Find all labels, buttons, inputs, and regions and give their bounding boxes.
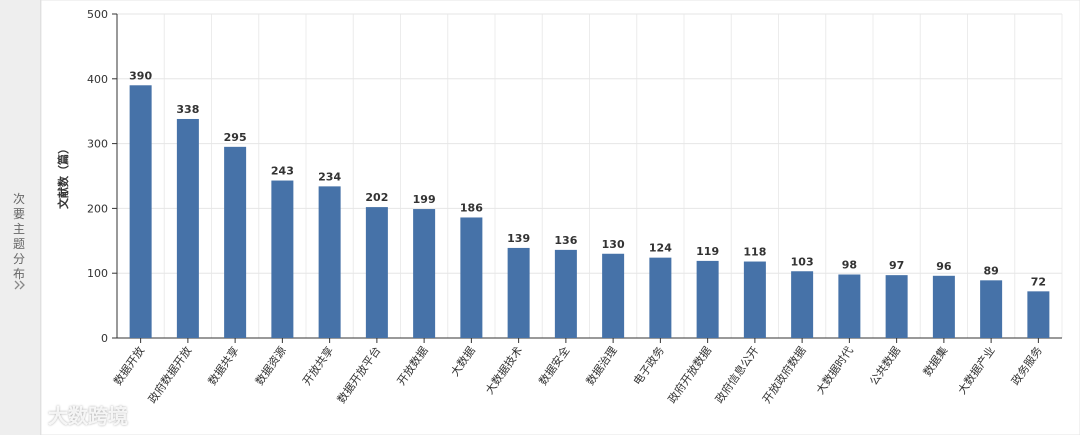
value-label: 119 [696,245,719,258]
value-label: 139 [507,232,530,245]
bar [602,253,625,338]
value-label: 136 [554,234,577,247]
x-tick-label: 大数据产业 [955,344,998,397]
y-axis-label: 文献数（篇） [56,143,70,209]
y-tick-label: 0 [101,332,108,345]
value-label: 96 [936,260,952,273]
expand-icon[interactable] [14,280,26,290]
value-label: 202 [365,191,388,204]
x-tick-label: 公共数据 [866,344,903,388]
watermark: 大数跨境 [48,404,128,428]
x-tick-label: 政务服务 [1008,344,1045,388]
sidebar-label: 次要主题分布 [13,192,26,281]
bar [365,207,388,338]
bar [271,180,294,338]
x-tick-label: 开放数据 [394,344,431,388]
bar [413,209,436,338]
bar [838,274,861,338]
x-tick-label: 数据共享 [205,344,242,388]
bar [649,257,672,338]
value-label: 295 [224,131,247,144]
bar [224,146,247,338]
x-tick-label: 政府开放数据 [665,344,714,406]
bar [129,85,152,338]
value-label: 130 [602,238,625,251]
x-tick-label: 数据资源 [252,344,289,388]
value-label: 234 [318,170,341,183]
value-label: 103 [791,255,814,268]
x-tick-label: 数据开放平台 [334,344,383,406]
bar [176,118,199,338]
value-label: 118 [743,246,766,259]
bar [554,249,577,338]
x-tick-label: 大数据 [447,344,477,379]
y-tick-label: 200 [87,202,108,215]
bar [318,186,341,338]
bar [791,271,814,338]
value-label: 89 [983,264,998,277]
x-tick-label: 开放政府数据 [759,344,808,406]
bar [743,261,766,338]
y-tick-label: 100 [87,267,108,280]
y-tick-label: 400 [87,73,108,86]
x-tick-label: 政府信息公开 [712,344,761,406]
x-tick-label: 数据治理 [583,344,620,388]
x-tick-label: 数据集 [920,344,950,379]
x-tick-label: 开放共享 [299,344,336,388]
y-tick-label: 500 [87,8,108,21]
bar [460,217,483,338]
value-label: 98 [842,258,857,271]
frame [40,0,1080,435]
bar [696,260,719,338]
value-label: 72 [1031,275,1046,288]
value-label: 243 [271,165,294,178]
value-label: 124 [649,242,672,255]
bar [885,275,908,338]
x-tick-label: 电子政务 [630,344,667,388]
value-label: 97 [889,259,904,272]
value-label: 338 [176,103,199,116]
y-tick-label: 300 [87,138,108,151]
value-label: 199 [413,193,436,206]
sidebar[interactable]: 次要主题分布 [0,0,41,435]
x-tick-label: 大数据时代 [813,344,856,397]
x-tick-label: 政府数据开放 [145,344,194,406]
x-tick-label: 数据开放 [110,344,147,388]
x-tick-label: 数据安全 [536,344,573,388]
bar [1027,291,1050,338]
x-tick-label: 大数据技术 [482,344,525,397]
bar [980,280,1003,338]
value-label: 390 [129,69,152,82]
value-label: 186 [460,201,483,214]
bar [932,275,955,338]
bar [507,247,530,338]
